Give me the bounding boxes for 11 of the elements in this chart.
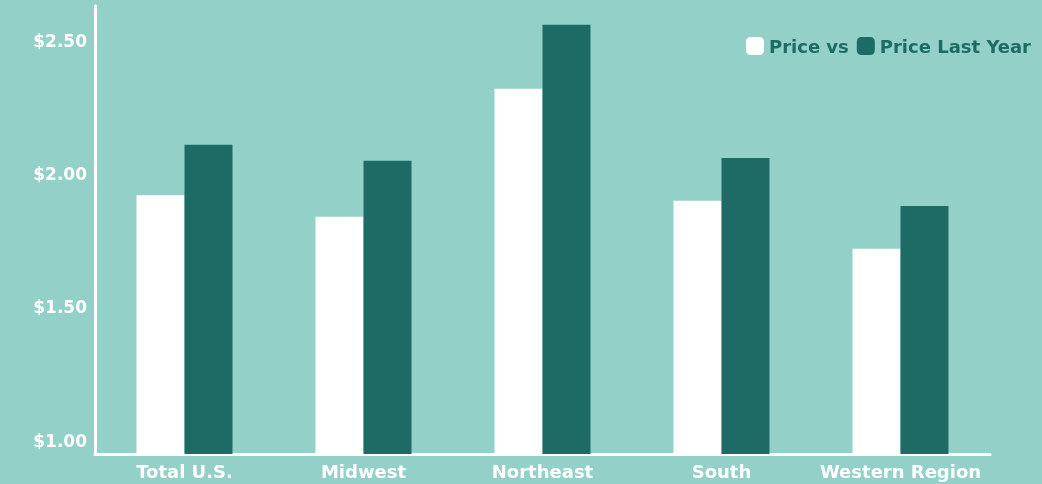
x-tick-label: Total U.S. [136, 460, 233, 482]
y-tick-label: $2.00 [33, 164, 88, 184]
y-tick-label: $1.50 [33, 297, 88, 318]
y-tick-label: $2.50 [33, 30, 88, 51]
x-tick-label: Midwest [320, 460, 407, 482]
legend-label: Price vs [768, 35, 849, 57]
y-tick-label: $1.00 [33, 430, 88, 451]
x-tick-label: Northeast [491, 460, 594, 482]
legend-label: Price Last Year [879, 35, 1032, 57]
x-tick-label: South [691, 460, 752, 482]
x-tick-label: Western Region [819, 460, 982, 482]
